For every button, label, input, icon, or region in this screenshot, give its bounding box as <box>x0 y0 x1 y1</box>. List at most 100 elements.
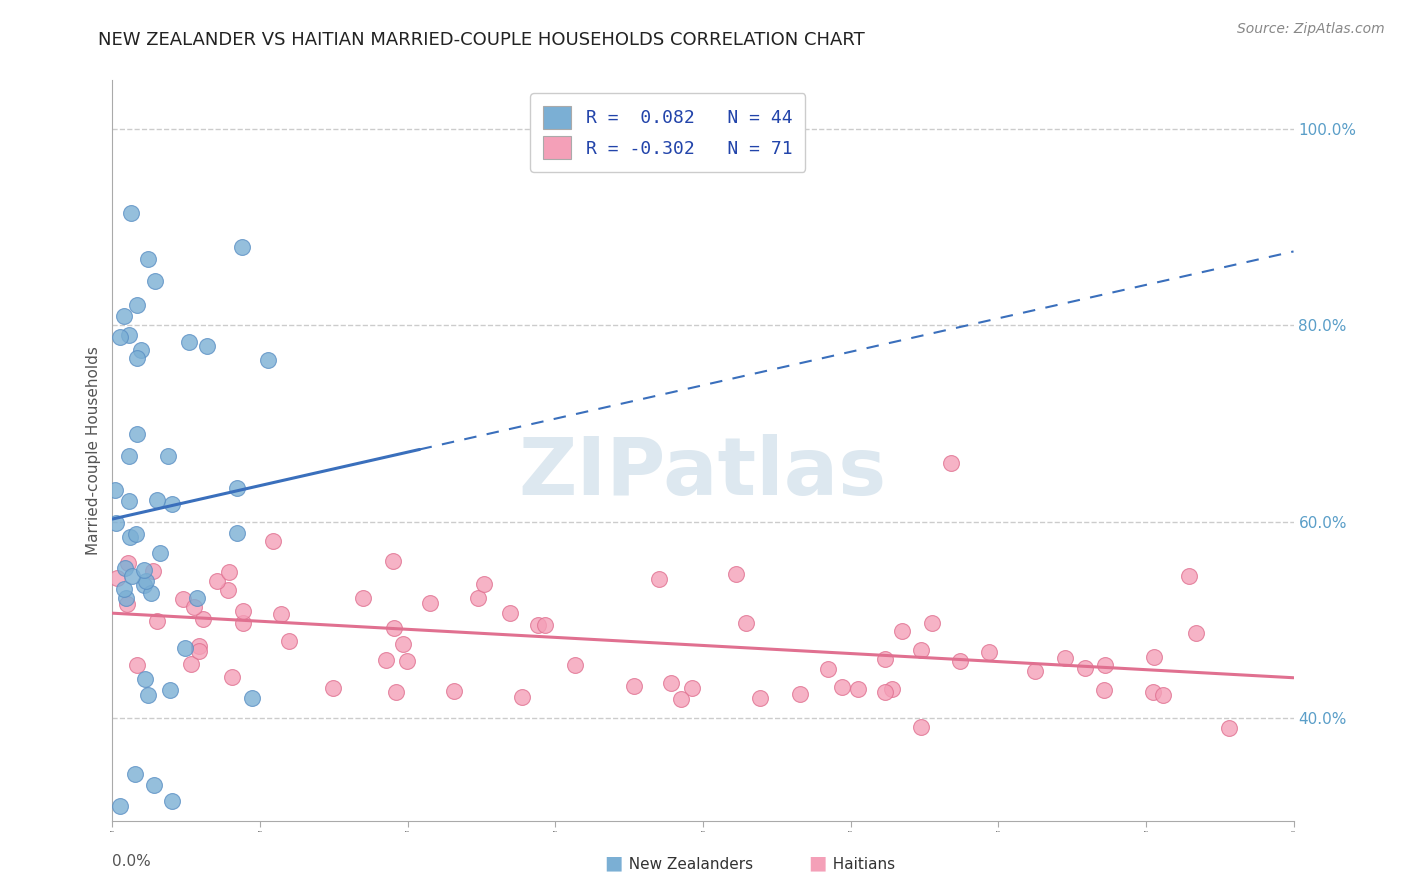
Text: 0.0%: 0.0% <box>112 854 152 869</box>
Point <box>1143 650 1166 665</box>
Point <box>180 657 202 672</box>
Point <box>132 578 155 592</box>
Point <box>105 571 128 585</box>
Point <box>149 546 172 560</box>
Point <box>114 561 136 575</box>
Point <box>322 681 344 695</box>
Point <box>1094 658 1116 673</box>
Point <box>748 690 770 705</box>
Point <box>875 684 897 698</box>
Point <box>115 591 138 605</box>
Point <box>910 643 932 657</box>
Point <box>121 569 143 583</box>
Point <box>1185 625 1208 640</box>
Point <box>510 690 533 704</box>
Point <box>277 634 299 648</box>
Point <box>112 309 135 323</box>
Text: Haitians: Haitians <box>823 857 894 872</box>
Point <box>1178 568 1201 582</box>
Point <box>191 612 214 626</box>
Point <box>138 252 160 266</box>
Point <box>108 799 131 814</box>
Point <box>112 582 135 597</box>
Point <box>384 622 406 636</box>
Point <box>1152 688 1174 702</box>
Text: Source: ZipAtlas.com: Source: ZipAtlas.com <box>1237 22 1385 37</box>
Point <box>129 343 152 357</box>
Point <box>217 583 239 598</box>
Point <box>118 494 141 508</box>
Text: NEW ZEALANDER VS HAITIAN MARRIED-COUPLE HOUSEHOLDS CORRELATION CHART: NEW ZEALANDER VS HAITIAN MARRIED-COUPLE … <box>98 31 865 49</box>
Point <box>125 427 148 442</box>
Point <box>374 653 396 667</box>
Point <box>443 684 465 698</box>
Point <box>139 585 162 599</box>
Point <box>145 614 167 628</box>
Point <box>1024 664 1046 678</box>
Point <box>205 574 228 588</box>
Point <box>534 618 557 632</box>
Point <box>734 615 756 630</box>
Point <box>125 351 148 365</box>
Point <box>623 679 645 693</box>
Point <box>136 688 159 702</box>
Point <box>1054 650 1077 665</box>
Point <box>172 592 194 607</box>
Point <box>231 240 253 254</box>
Point <box>262 533 284 548</box>
Point <box>880 681 903 696</box>
Point <box>143 274 166 288</box>
Point <box>910 720 932 734</box>
Point <box>240 691 263 706</box>
Point <box>142 564 165 578</box>
Legend: R =  0.082   N = 44, R = -0.302   N = 71: R = 0.082 N = 44, R = -0.302 N = 71 <box>530 93 806 172</box>
Point <box>352 591 374 606</box>
Point <box>221 671 243 685</box>
Point <box>419 597 441 611</box>
Point <box>921 615 943 630</box>
Point <box>188 639 211 653</box>
Point <box>949 654 972 668</box>
Point <box>848 681 870 696</box>
Point <box>195 338 218 352</box>
Point <box>118 450 141 464</box>
Point <box>183 600 205 615</box>
Point <box>1142 685 1164 699</box>
Point <box>132 563 155 577</box>
Point <box>564 657 586 672</box>
Point <box>125 527 148 541</box>
Point <box>472 576 495 591</box>
Point <box>118 328 141 343</box>
Point <box>789 687 811 701</box>
Text: ZIPatlas: ZIPatlas <box>519 434 887 512</box>
Y-axis label: Married-couple Households: Married-couple Households <box>86 346 101 555</box>
Point <box>939 456 962 470</box>
Text: ■: ■ <box>808 854 827 872</box>
Point <box>392 637 415 651</box>
Point <box>120 530 142 544</box>
Point <box>873 652 896 666</box>
Point <box>817 662 839 676</box>
Point <box>831 680 853 694</box>
Point <box>188 644 211 658</box>
Point <box>105 516 128 531</box>
Point <box>232 603 254 617</box>
Point <box>1092 682 1115 697</box>
Point <box>648 572 671 586</box>
Point <box>498 607 520 621</box>
Point <box>159 683 181 698</box>
Point <box>725 566 748 581</box>
Point <box>1074 661 1097 675</box>
Point <box>120 205 142 219</box>
Point <box>382 554 405 568</box>
Point <box>145 493 167 508</box>
Point <box>127 658 149 673</box>
Point <box>186 591 208 605</box>
Point <box>979 645 1001 659</box>
Point <box>157 449 180 463</box>
Point <box>160 794 183 808</box>
Point <box>108 329 131 343</box>
Text: New Zealanders: New Zealanders <box>619 857 752 872</box>
Point <box>270 607 292 622</box>
Point <box>669 692 692 706</box>
